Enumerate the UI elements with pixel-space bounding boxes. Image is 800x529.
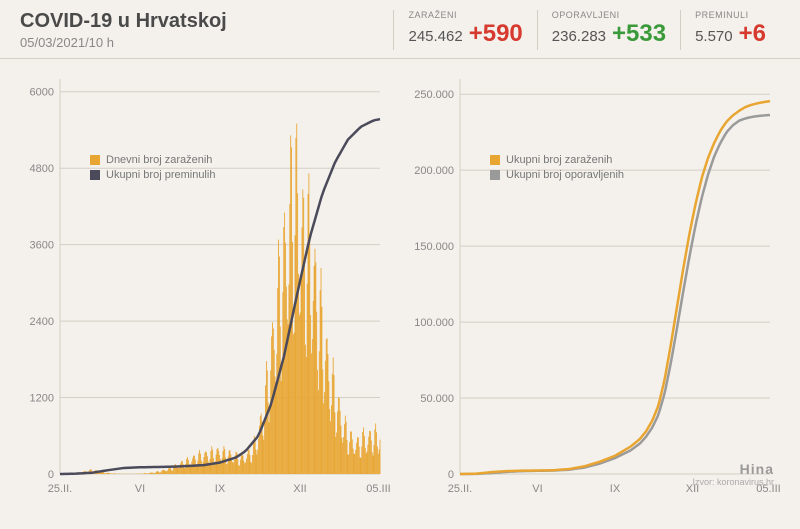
- title-block: COVID-19 u Hrvatskoj 05/03/2021/10 h: [20, 10, 393, 50]
- watermark-source: Izvor: koronavirus.hr: [692, 477, 774, 487]
- stat-delta: +590: [469, 20, 523, 48]
- stat-1: OPORAVLJENI 236.283 +533: [537, 10, 680, 50]
- header: COVID-19 u Hrvatskoj 05/03/2021/10 h ZAR…: [0, 0, 800, 59]
- legend-label: Ukupni broj preminulih: [106, 169, 215, 181]
- page-title: COVID-19 u Hrvatskoj: [20, 10, 393, 33]
- left-chart: 0 1200 2400 3600 4800 6000 25.II. VI IX XII 05.III…: [20, 69, 390, 509]
- stat-total: 245.462: [408, 28, 462, 45]
- svg-text:VI: VI: [532, 483, 542, 495]
- svg-text:1200: 1200: [30, 393, 54, 405]
- svg-text:250.000: 250.000: [414, 89, 454, 101]
- svg-text:6000: 6000: [30, 87, 54, 99]
- legend-label: Ukupni broj oporavljenih: [506, 169, 624, 181]
- legend-swatch: [90, 170, 100, 180]
- svg-text:4800: 4800: [30, 163, 54, 175]
- stat-label: PREMINULI: [695, 10, 749, 20]
- legend-swatch: [490, 170, 500, 180]
- svg-text:XII: XII: [293, 483, 306, 495]
- svg-text:25.II.: 25.II.: [448, 483, 472, 495]
- stat-label: OPORAVLJENI: [552, 10, 620, 20]
- watermark: Hina Izvor: koronavirus.hr: [692, 461, 774, 487]
- right-legend: Ukupni broj zaraženih Ukupni broj oporavl…: [490, 154, 624, 184]
- svg-text:2400: 2400: [30, 316, 54, 328]
- svg-text:05.III.: 05.III.: [366, 483, 390, 495]
- legend-item: Ukupni broj preminulih: [90, 169, 215, 181]
- right-chart: 0 50.000 100.000 150.000 200.000 250.000 25.II…: [410, 69, 780, 509]
- legend-label: Dnevni broj zaraženih: [106, 154, 212, 166]
- charts-area: 0 1200 2400 3600 4800 6000 25.II. VI IX XII 05.III…: [0, 59, 800, 519]
- svg-text:IX: IX: [610, 483, 621, 495]
- svg-text:25.II.: 25.II.: [48, 483, 72, 495]
- stat-total: 5.570: [695, 28, 733, 45]
- stats-row: ZARAŽENI 245.462 +590 OPORAVLJENI 236.28…: [393, 10, 780, 50]
- stat-total: 236.283: [552, 28, 606, 45]
- svg-text:IX: IX: [215, 483, 226, 495]
- watermark-logo: Hina: [692, 461, 774, 477]
- svg-text:100.000: 100.000: [414, 317, 454, 329]
- stat-delta: +533: [612, 20, 666, 48]
- svg-text:200.000: 200.000: [414, 165, 454, 177]
- svg-text:0: 0: [448, 469, 454, 481]
- legend-item: Dnevni broj zaraženih: [90, 154, 215, 166]
- stat-2: PREMINULI 5.570 +6: [680, 10, 780, 50]
- legend-swatch: [490, 155, 500, 165]
- svg-text:VI: VI: [135, 483, 145, 495]
- legend-swatch: [90, 155, 100, 165]
- legend-label: Ukupni broj zaraženih: [506, 154, 612, 166]
- page-subtitle: 05/03/2021/10 h: [20, 35, 393, 50]
- svg-text:3600: 3600: [30, 240, 54, 252]
- svg-text:50.000: 50.000: [420, 393, 454, 405]
- left-legend: Dnevni broj zaraženih Ukupni broj preminu…: [90, 154, 215, 184]
- svg-text:0: 0: [48, 469, 54, 481]
- stat-0: ZARAŽENI 245.462 +590: [393, 10, 536, 50]
- legend-item: Ukupni broj zaraženih: [490, 154, 624, 166]
- stat-delta: +6: [739, 20, 766, 48]
- legend-item: Ukupni broj oporavljenih: [490, 169, 624, 181]
- stat-label: ZARAŽENI: [408, 10, 457, 20]
- svg-text:150.000: 150.000: [414, 241, 454, 253]
